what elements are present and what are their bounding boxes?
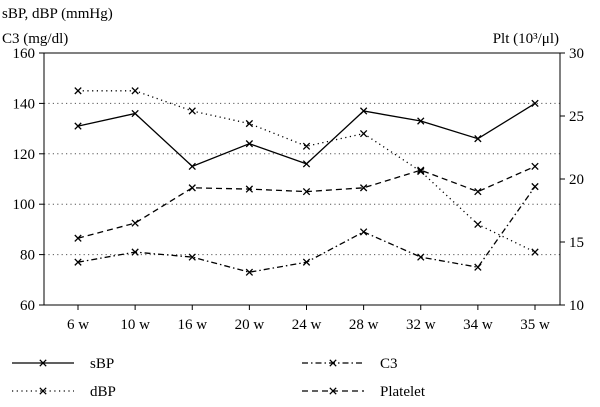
series-point-sbp-3: [245, 140, 254, 148]
legend-label-platelet: Platelet: [380, 384, 426, 400]
legend-marker-platelet: [329, 387, 337, 395]
series-point-sbp-7: [474, 135, 482, 143]
series-line-dbp: [78, 90, 536, 253]
x-tick-label-2: 16 w: [177, 317, 207, 333]
left-tick-label-4: 140: [13, 96, 36, 112]
series-point-sbp-6: [417, 117, 425, 125]
series-point-platelet-6: [417, 166, 425, 174]
left-axis-label-line2: C3 (mg/dl): [2, 31, 68, 47]
legend-marker-c3: [329, 359, 337, 367]
left-tick-label-2: 100: [13, 197, 36, 213]
legend-marker-sbp: [39, 359, 47, 367]
series-point-c3-2: [188, 253, 196, 261]
right-tick-label-2: 20: [569, 172, 584, 188]
series-point-sbp-2: [188, 162, 196, 171]
legend-marker-dbp: [39, 387, 47, 395]
series-point-dbp-8: [531, 248, 539, 256]
series-point-c3-7: [474, 263, 482, 271]
series-point-c3-8: [531, 182, 539, 191]
x-tick-label-3: 20 w: [235, 317, 265, 333]
series-point-platelet-3: [245, 185, 254, 193]
series-point-platelet-8: [531, 162, 539, 171]
series-point-sbp-1: [131, 109, 139, 118]
x-tick-label-6: 32 w: [406, 317, 436, 333]
series-point-dbp-6: [417, 167, 425, 176]
series-point-c3-3: [245, 268, 254, 276]
x-tick-label-8: 35 w: [520, 317, 550, 333]
legend-label-c3: C3: [380, 356, 398, 372]
left-tick-label-5: 160: [13, 46, 36, 62]
series-point-sbp-5: [359, 107, 368, 115]
x-tick-label-5: 28 w: [349, 317, 379, 333]
x-tick-label-7: 34 w: [463, 317, 493, 333]
left-tick-label-0: 60: [20, 298, 35, 314]
x-tick-label-1: 10 w: [120, 317, 150, 333]
right-tick-label-3: 25: [569, 109, 584, 125]
series-point-dbp-4: [302, 142, 311, 150]
left-tick-label-3: 120: [13, 147, 36, 163]
series-point-c3-5: [359, 228, 368, 236]
x-tick-label-0: 6 w: [67, 317, 89, 333]
series-point-platelet-2: [188, 184, 196, 192]
series-point-platelet-0: [74, 234, 82, 242]
left-tick-label-1: 80: [20, 248, 35, 264]
right-tick-label-1: 15: [569, 235, 584, 251]
series-point-sbp-8: [531, 99, 539, 108]
series-point-dbp-7: [474, 220, 482, 229]
series-point-platelet-7: [474, 187, 482, 196]
series-line-platelet: [77, 165, 536, 239]
series-point-dbp-5: [359, 129, 368, 138]
series-point-c3-6: [417, 253, 425, 261]
plot-area: 60 80 100 120 140 160 10 15 20 25 30 6 w 10 w 16 w 20 …: [12, 46, 584, 400]
series-point-sbp-4: [302, 160, 311, 168]
series-point-platelet-1: [131, 219, 139, 227]
x-tick-label-4: 24 w: [292, 317, 322, 333]
series-point-c3-4: [302, 258, 311, 266]
series-point-dbp-2: [188, 107, 196, 115]
series-point-dbp-3: [245, 119, 254, 128]
series-point-dbp-1: [131, 87, 139, 95]
series-line-sbp: [77, 102, 536, 168]
series-point-platelet-5: [359, 184, 368, 192]
series-point-c3-1: [131, 248, 139, 256]
series-line-c3: [77, 186, 536, 273]
series-point-platelet-4: [302, 187, 311, 196]
series-point-dbp-0: [74, 87, 82, 95]
left-axis-label-line1: sBP, dBP (mmHg): [2, 6, 113, 22]
legend-label-dbp: dBP: [90, 384, 116, 400]
series-point-sbp-0: [74, 122, 82, 130]
right-axis-label: Plt (10³/μl): [493, 31, 559, 47]
legend-label-sbp: sBP: [90, 356, 114, 372]
right-tick-label-0: 10: [569, 298, 584, 314]
series-point-c3-0: [74, 258, 82, 266]
right-tick-label-4: 30: [569, 46, 584, 62]
